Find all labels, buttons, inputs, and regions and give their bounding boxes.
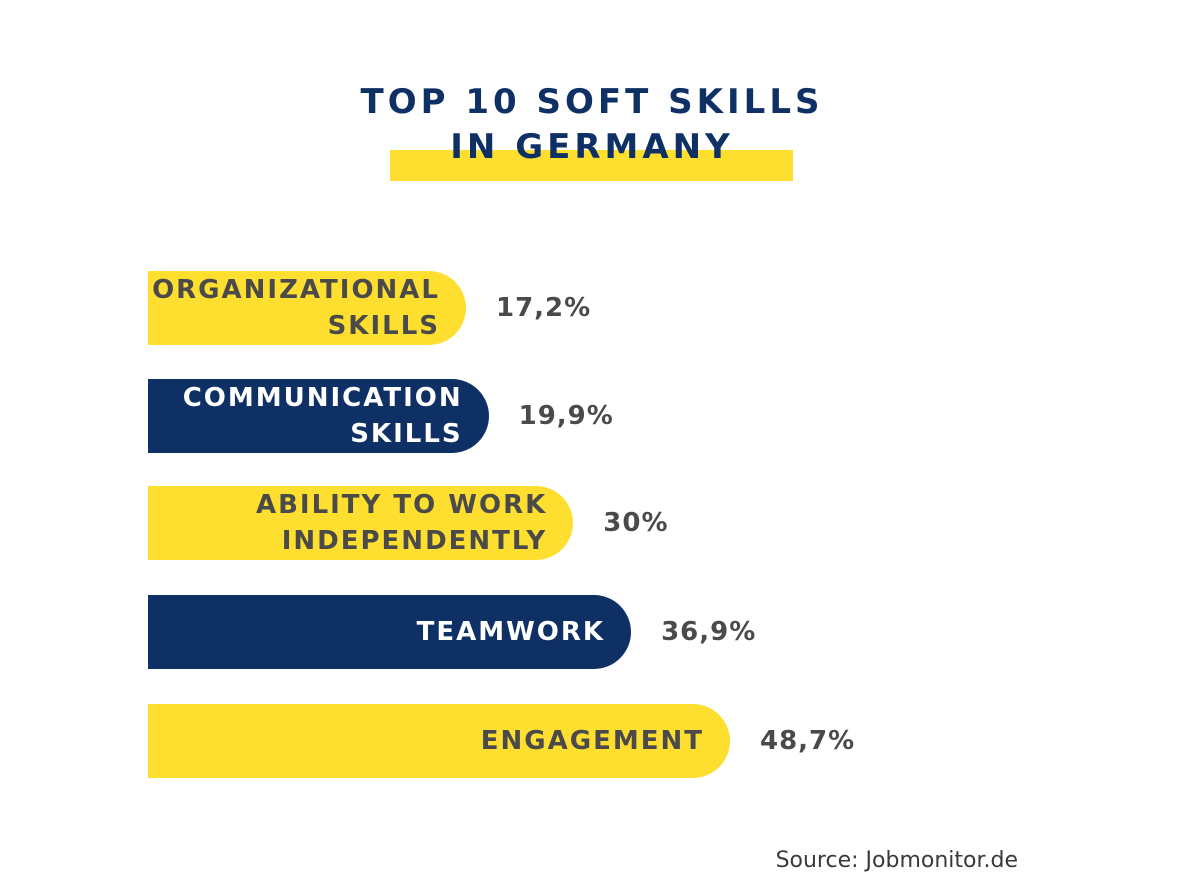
title-line-1: TOP 10 SOFT SKILLS — [360, 82, 824, 122]
bar-5: ENGAGEMENT — [148, 704, 730, 778]
bar-label-3: ABILITY TO WORK INDEPENDENTLY — [255, 490, 548, 556]
value-label-2: 19,9% — [518, 401, 614, 431]
value-label-5: 48,7% — [760, 726, 856, 756]
title-line-2: IN GERMANY — [450, 127, 734, 167]
bar-4: TEAMWORK — [148, 595, 632, 669]
bar-label-1: ORGANIZATIONAL SKILLS — [152, 275, 440, 341]
bar-label-4: TEAMWORK — [416, 617, 606, 647]
bar-1: ORGANIZATIONAL SKILLS — [148, 271, 466, 345]
bar-3: ABILITY TO WORK INDEPENDENTLY — [148, 486, 574, 560]
value-label-4: 36,9% — [661, 617, 757, 647]
bar-2: COMMUNICATION SKILLS — [148, 379, 489, 453]
value-label-3: 30% — [603, 508, 669, 538]
bar-label-5: ENGAGEMENT — [480, 726, 704, 756]
bar-label-2: COMMUNICATION SKILLS — [182, 383, 463, 449]
chart-title: TOP 10 SOFT SKILLS IN GERMANY — [0, 80, 1184, 170]
source-note: Source: Jobmonitor.de — [775, 848, 1018, 873]
value-label-1: 17,2% — [496, 293, 592, 323]
title-highlight — [390, 150, 793, 181]
